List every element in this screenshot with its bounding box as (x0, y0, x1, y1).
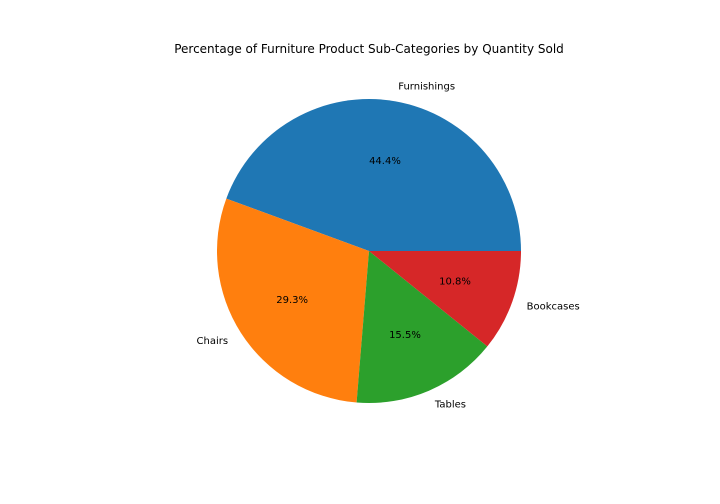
pct-label-chairs: 29.3% (276, 295, 308, 306)
chart-title: Percentage of Furniture Product Sub-Cate… (174, 42, 564, 56)
slice-label-tables: Tables (434, 400, 466, 411)
pct-label-tables: 15.5% (389, 330, 421, 341)
pct-label-furnishings: 44.4% (369, 156, 401, 167)
pie-slice-chairs (216, 198, 369, 403)
pie-slices (216, 98, 522, 403)
pie-labels: Furnishings 44.4% Chairs 29.3% Tables 15.5% Bo… (197, 81, 580, 410)
pie-slice-tables (356, 251, 488, 403)
pie-slice-furnishings (226, 98, 522, 251)
pct-label-bookcases: 10.8% (439, 276, 471, 287)
slice-label-bookcases: Bookcases (527, 302, 580, 313)
slice-label-furnishings: Furnishings (398, 81, 455, 92)
slice-label-chairs: Chairs (197, 336, 229, 347)
pie-slice-bookcases (369, 251, 521, 347)
